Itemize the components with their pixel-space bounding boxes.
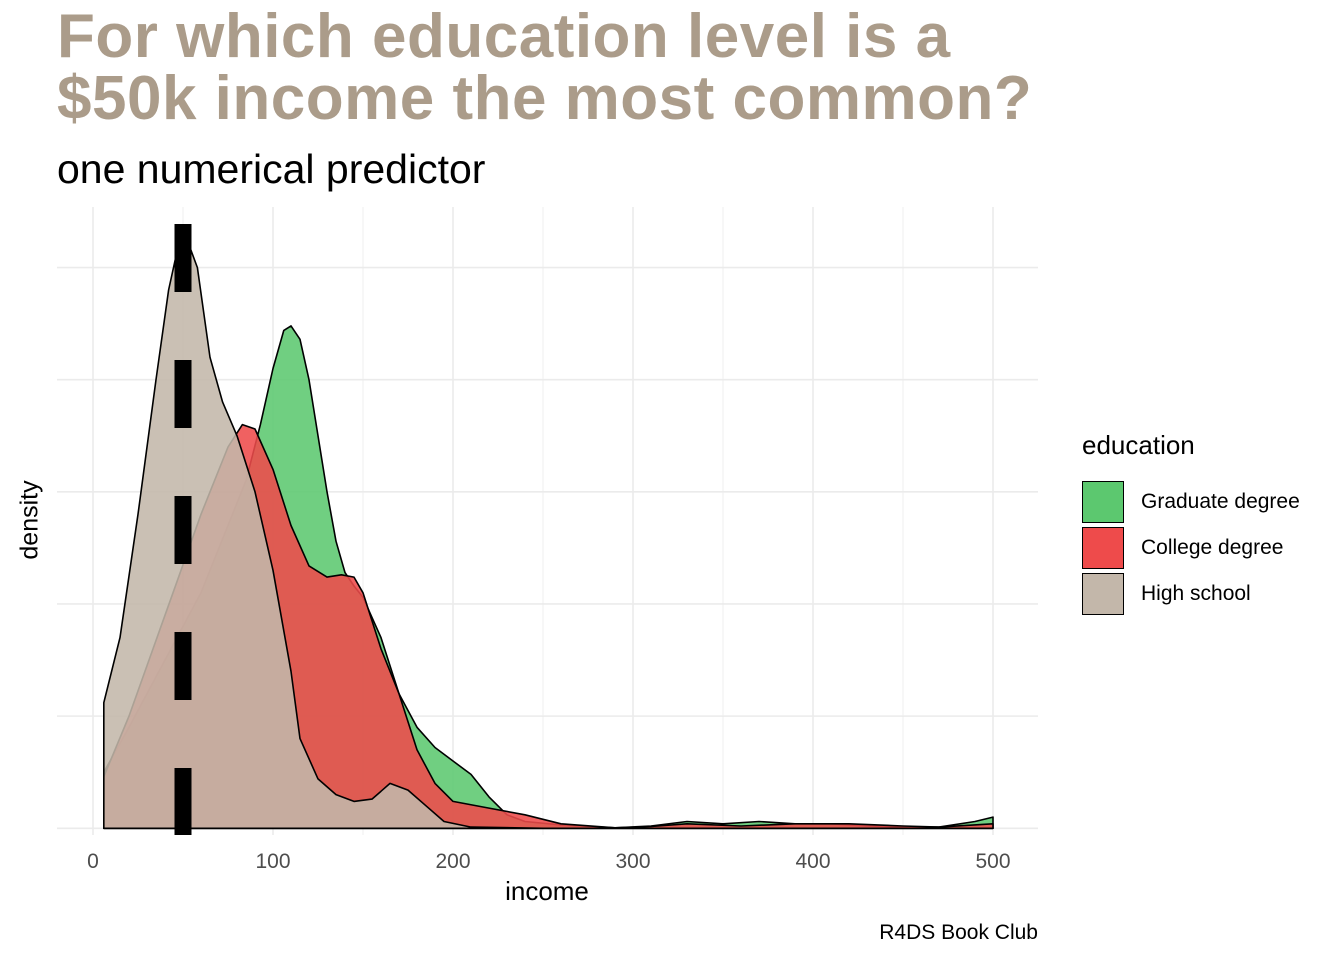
- chart-title: For which education level is a $50k incom…: [57, 6, 1157, 130]
- x-tick-label: 500: [975, 850, 1010, 873]
- legend-label: College degree: [1141, 536, 1284, 559]
- x-tick-label: 0: [87, 850, 99, 873]
- legend-item-college-degree: College degree: [1082, 525, 1300, 571]
- title-line-1: For which education level is a: [57, 2, 951, 71]
- y-axis-label: density: [15, 480, 44, 560]
- x-tick-labels: 0 100 200 300 400 500: [87, 850, 1010, 873]
- legend-swatch-college-degree: [1082, 527, 1124, 569]
- density-area-high-school: [103, 237, 994, 830]
- chart-subtitle: one numerical predictor: [57, 146, 486, 192]
- legend-swatch-graduate-degree: [1082, 481, 1124, 523]
- x-tick-label: 200: [435, 850, 470, 873]
- legend-item-high-school: High school: [1082, 571, 1300, 617]
- legend-label: High school: [1141, 582, 1251, 605]
- legend-label: Graduate degree: [1141, 490, 1300, 513]
- density-areas: [103, 237, 994, 830]
- x-tick-label: 300: [615, 850, 650, 873]
- x-tick-label: 400: [795, 850, 830, 873]
- caption: R4DS Book Club: [879, 921, 1038, 944]
- legend: education Graduate degree College degree…: [1082, 430, 1300, 617]
- x-tick-label: 100: [255, 850, 290, 873]
- title-line-2: $50k income the most common?: [57, 64, 1033, 133]
- legend-item-graduate-degree: Graduate degree: [1082, 479, 1300, 525]
- legend-swatch-high-school: [1082, 573, 1124, 615]
- x-axis-label: income: [505, 876, 589, 906]
- legend-title: education: [1082, 430, 1195, 460]
